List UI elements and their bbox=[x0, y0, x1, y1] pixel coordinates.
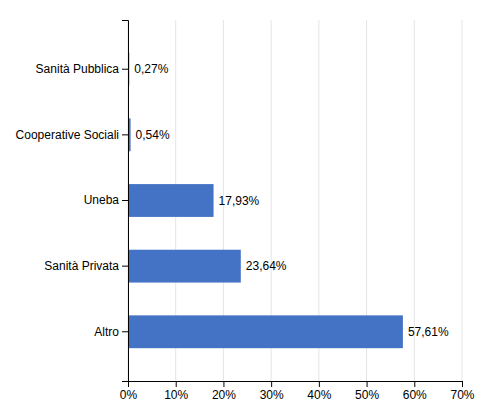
x-tick-label: 0% bbox=[120, 388, 138, 402]
grid-line bbox=[462, 20, 463, 381]
chart: 0% 10% 20% 30% 40% 50% 60% 70% Altro Sanità Priva… bbox=[0, 0, 492, 417]
x-tick: 30% bbox=[260, 381, 284, 402]
x-tick: 50% bbox=[355, 381, 379, 402]
x-tick-label: 60% bbox=[403, 388, 427, 402]
x-tick: 0% bbox=[120, 381, 138, 402]
x-tick-mark bbox=[271, 381, 272, 387]
data-label: 0,54% bbox=[136, 128, 170, 142]
y-tick-mark bbox=[122, 69, 128, 70]
y-tick: Altro bbox=[94, 325, 128, 339]
y-tick-label: Cooperative Sociali bbox=[16, 128, 119, 142]
data-label: 17,93% bbox=[219, 194, 260, 208]
x-tick-mark bbox=[223, 381, 224, 387]
x-axis: 0% 10% 20% 30% 40% 50% 60% 70% bbox=[120, 381, 475, 402]
x-tick: 10% bbox=[164, 381, 188, 402]
x-tick: 40% bbox=[307, 381, 331, 402]
x-tick-mark bbox=[462, 381, 463, 387]
y-tick-mark bbox=[122, 134, 128, 135]
y-axis-line bbox=[122, 21, 129, 382]
y-axis: Altro Sanità Privata Uneba Cooperative Soci… bbox=[16, 21, 129, 382]
x-tick: 70% bbox=[450, 381, 474, 402]
x-tick-label: 70% bbox=[450, 388, 474, 402]
x-tick-label: 50% bbox=[355, 388, 379, 402]
y-tick: Sanità Pubblica bbox=[36, 62, 128, 76]
grid bbox=[128, 20, 462, 381]
x-axis-line bbox=[129, 382, 463, 388]
x-tick-mark bbox=[414, 381, 415, 387]
y-tick-label: Sanità Privata bbox=[44, 259, 119, 273]
y-tick-label: Uneba bbox=[84, 193, 120, 207]
bar bbox=[128, 250, 241, 283]
bars bbox=[128, 53, 403, 348]
x-tick-label: 30% bbox=[260, 388, 284, 402]
x-tick: 60% bbox=[403, 381, 427, 402]
x-tick-mark bbox=[367, 381, 368, 387]
y-tick-mark bbox=[122, 266, 128, 267]
y-tick: Sanità Privata bbox=[44, 259, 128, 273]
y-tick-label: Altro bbox=[94, 325, 119, 339]
bar bbox=[128, 184, 214, 217]
x-tick-label: 40% bbox=[307, 388, 331, 402]
x-tick-label: 20% bbox=[212, 388, 236, 402]
plot: 0% 10% 20% 30% 40% 50% 60% 70% Altro Sanità Priva… bbox=[16, 20, 475, 402]
y-tick-mark bbox=[122, 200, 128, 201]
y-tick-mark bbox=[122, 331, 128, 332]
data-labels: 57,61% 23,64% 17,93% 0,54% 0,27% bbox=[134, 62, 449, 339]
bar bbox=[128, 315, 403, 348]
x-tick-label: 10% bbox=[164, 388, 188, 402]
data-label: 0,27% bbox=[134, 62, 168, 76]
data-label: 57,61% bbox=[408, 325, 449, 339]
x-tick-mark bbox=[176, 381, 177, 387]
data-label: 23,64% bbox=[246, 259, 287, 273]
y-tick: Cooperative Sociali bbox=[16, 128, 128, 142]
x-tick-mark bbox=[319, 381, 320, 387]
y-tick: Uneba bbox=[84, 193, 128, 207]
x-tick: 20% bbox=[212, 381, 236, 402]
y-tick-label: Sanità Pubblica bbox=[36, 62, 120, 76]
